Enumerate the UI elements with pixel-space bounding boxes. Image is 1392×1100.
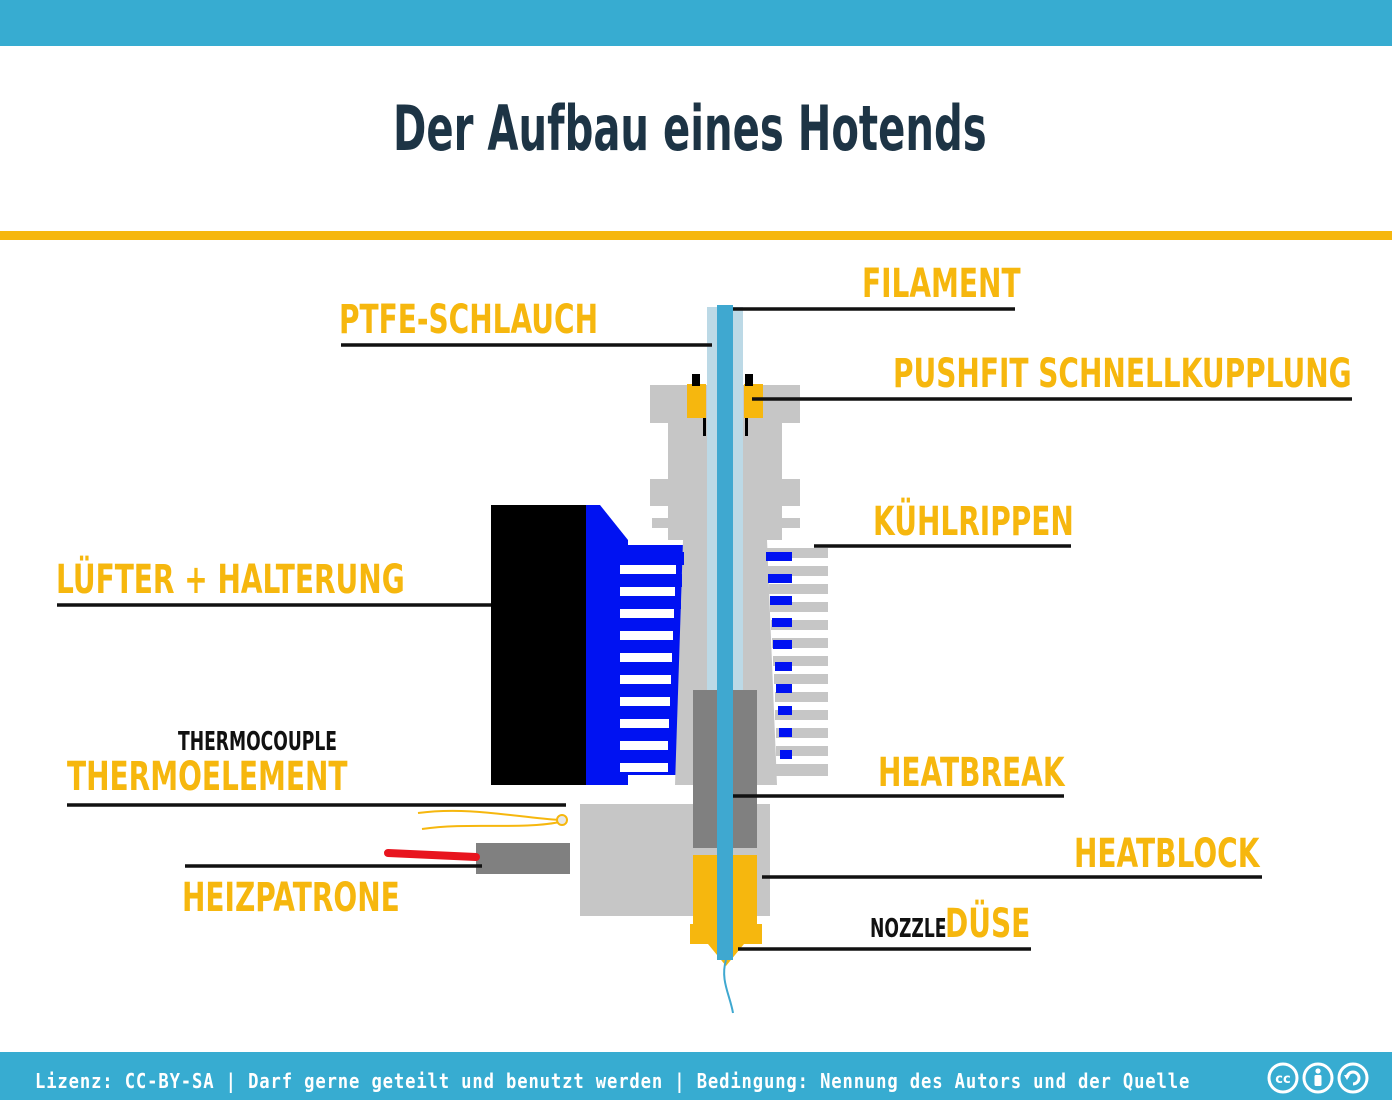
label-fan: LÜFTER + HALTERUNG [56,557,405,603]
label-heatblock: HEATBLOCK [1074,831,1260,877]
thermocouple-wire [417,809,561,830]
cc-license-badges: cc [1267,1062,1369,1094]
label-thermocouple: THERMOCOUPLE [178,727,338,757]
by-attribution-icon [1302,1062,1334,1094]
label-heater-cartridge: HEIZPATRONE [182,875,400,921]
pushfit-clip-right [745,374,753,386]
label-ptfe-tube: PTFE-SCHLAUCH [339,297,599,343]
sa-share-alike-icon [1337,1062,1369,1094]
fan-body [491,505,587,785]
pushfit-clip-left [692,374,700,386]
label-heatbreak: HEATBREAK [878,750,1065,796]
footer-bar [0,1052,1392,1100]
label-nozzle: NOZZLE [870,914,947,944]
pushfit-collet-left [687,384,706,418]
header-bar [0,0,1392,46]
filament [717,305,733,960]
heatsink-fins-right [766,548,828,776]
svg-text:cc: cc [1275,1072,1290,1087]
pushfit-pin-right [745,418,748,436]
page-title: Der Aufbau eines Hotends [393,92,987,165]
thermocouple-tip [556,814,568,826]
filament-strand [723,959,734,1014]
label-filament: FILAMENT [862,261,1021,307]
label-duese: DÜSE [945,901,1031,947]
pushfit-pin-left [703,418,706,436]
leader-lines [57,307,1352,951]
title-divider [0,231,1392,240]
license-text: Lizenz: CC-BY-SA | Darf gerne geteilt un… [35,1069,1191,1093]
label-cooling-fins: KÜHLRIPPEN [873,499,1074,545]
heater-wire [384,849,480,861]
heatsink-fin-highlights-right [766,552,792,759]
heatsink-fin-gaps-left [620,565,676,772]
heater-cartridge [476,843,570,874]
heatsink-fins-left [620,552,684,763]
pushfit-collet-right [744,384,763,418]
label-pushfit: PUSHFIT SCHNELLKUPPLUNG [893,351,1352,397]
cc-icon: cc [1267,1062,1299,1094]
label-thermoelement: THERMOELEMENT [67,754,348,800]
fan-holder [586,505,628,785]
